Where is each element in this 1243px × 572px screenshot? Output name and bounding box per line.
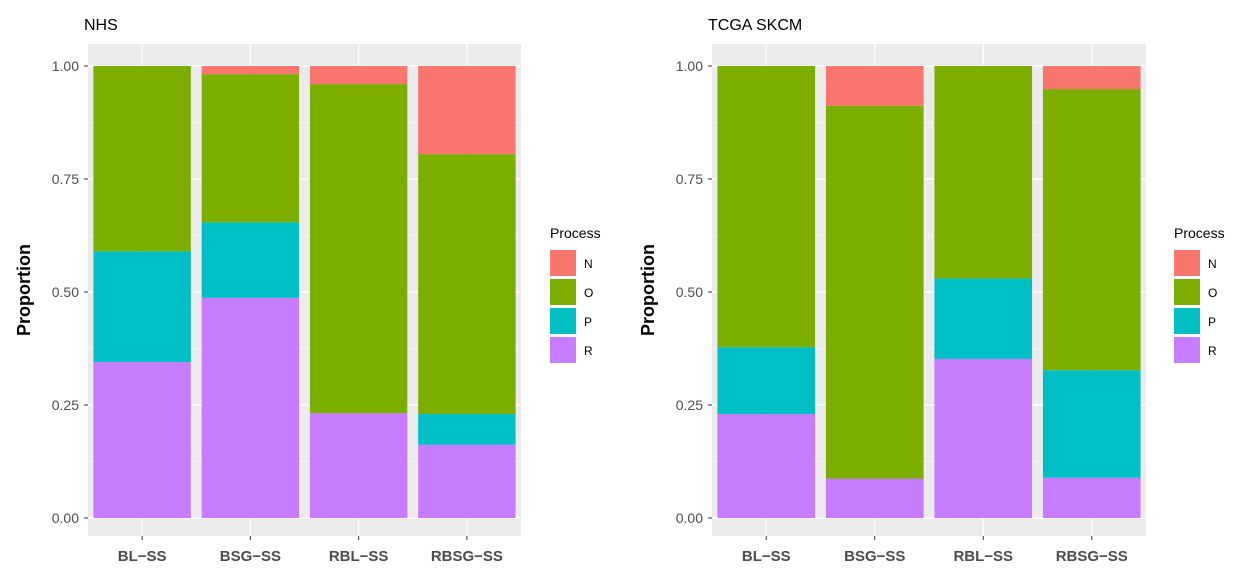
bar-segment-o [93, 66, 191, 252]
legend-key-o [1174, 279, 1200, 305]
legend: Process N O P R [550, 225, 601, 363]
y-tick-label: 0.50 [52, 284, 79, 300]
y-tick-label: 0.00 [676, 510, 703, 526]
y-tick-label: 0.25 [676, 397, 703, 413]
bar-segment-o [934, 66, 1033, 279]
x-tick-label: RBSG−SS [1056, 548, 1128, 565]
bar-segment-o [309, 84, 408, 414]
y-tick-label: 0.50 [676, 284, 703, 300]
bar-segment-r [717, 414, 816, 518]
bar-segment-r [93, 362, 191, 518]
y-tick-label: 1.00 [676, 58, 703, 74]
legend-key-o [550, 279, 576, 305]
x-tick-label: RBSG−SS [431, 548, 503, 565]
chart-panel-2: 0.00 0.25 0.50 0.75 1.00 BL−SS BSG−SS RBL−SS RBS… [638, 17, 1225, 565]
bar-segment-o [418, 154, 516, 415]
legend-title: Process [1174, 225, 1225, 241]
chart-title: TCGA SKCM [708, 17, 802, 34]
legend-title: Process [550, 225, 601, 241]
y-tick-label: 0.25 [52, 397, 79, 413]
chart-panel-1: 0.00 0.25 0.50 0.75 1.00 BL−SS BSG−SS RBL−SS RBS… [14, 17, 601, 565]
bar-segment-p [934, 278, 1033, 359]
bar-segment-o [825, 105, 924, 479]
bar-segment-n [825, 66, 924, 106]
y-axis-label: Proportion [638, 244, 658, 336]
bar-segment-p [93, 251, 191, 363]
legend-key-n [550, 250, 576, 276]
y-axis-label: Proportion [14, 244, 34, 336]
bar-segment-o [201, 74, 300, 223]
legend-label-p: P [1208, 315, 1216, 329]
legend-key-r [550, 337, 576, 363]
legend-label-o: O [584, 286, 593, 300]
bar-segment-r [825, 478, 924, 518]
bar-segment-p [418, 414, 516, 445]
bar-segment-r [201, 297, 300, 518]
bar-segment-n [418, 66, 516, 155]
legend-key-p [1174, 308, 1200, 334]
legend: Process N O P R [1174, 225, 1225, 363]
legend-label-n: N [584, 257, 593, 271]
y-tick-label: 0.75 [52, 171, 79, 187]
legend-label-o: O [1208, 286, 1217, 300]
bar-segment-r [934, 358, 1033, 518]
bar-segment-r [418, 444, 516, 518]
legend-key-r [1174, 337, 1200, 363]
bar-segment-p [1042, 370, 1141, 478]
legend-label-p: P [584, 315, 592, 329]
x-tick-label: RBL−SS [329, 548, 389, 565]
legend-key-p [550, 308, 576, 334]
bar-segment-r [1042, 477, 1141, 518]
bar-segment-p [717, 347, 816, 415]
bar-segment-n [309, 66, 408, 85]
y-tick-label: 0.00 [52, 510, 79, 526]
x-tick-label: RBL−SS [953, 548, 1013, 565]
x-tick-label: BSG−SS [220, 548, 281, 565]
legend-key-n [1174, 250, 1200, 276]
y-tick-label: 1.00 [52, 58, 79, 74]
x-tick-label: BL−SS [742, 548, 791, 565]
y-tick-label: 0.75 [676, 171, 703, 187]
legend-label-n: N [1208, 257, 1217, 271]
bar-segment-n [201, 66, 300, 75]
bar-segment-o [717, 66, 816, 348]
x-tick-label: BSG−SS [844, 548, 905, 565]
chart-title: NHS [84, 17, 118, 34]
bar-segment-n [1042, 66, 1141, 90]
bar-segment-p [201, 222, 300, 298]
x-tick-label: BL−SS [118, 548, 167, 565]
bar-segment-r [309, 413, 408, 518]
legend-label-r: R [584, 344, 593, 358]
legend-label-r: R [1208, 344, 1217, 358]
bar-segment-o [1042, 89, 1141, 371]
